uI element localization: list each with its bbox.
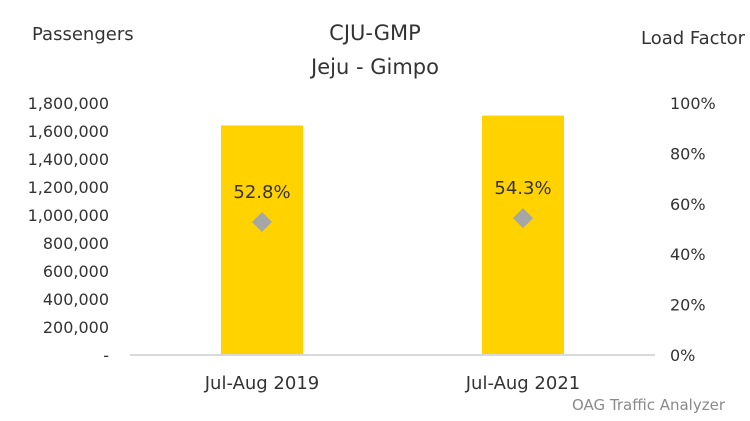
left-tick-label: 1,400,000: [28, 150, 109, 169]
right-tick-label: 80%: [670, 144, 706, 163]
left-axis-title: Passengers: [32, 24, 134, 45]
source-label: OAG Traffic Analyzer: [572, 396, 726, 414]
left-tick-label: 1,800,000: [28, 94, 109, 113]
bars: [221, 115, 564, 356]
right-tick-label: 0%: [670, 346, 695, 365]
right-axis-title: Load Factor: [641, 28, 746, 49]
right-tick-label: 100%: [670, 94, 716, 113]
data-label: 52.8%: [233, 182, 290, 203]
right-tick-label: 60%: [670, 195, 706, 214]
chart-subtitle: Jeju - Gimpo: [309, 55, 439, 79]
load-factor-marker: [513, 208, 533, 229]
data-labels: 52.8% 54.3%: [233, 178, 551, 203]
left-tick-label: 1,600,000: [28, 122, 109, 141]
category-label: Jul-Aug 2021: [465, 373, 581, 394]
category-label: Jul-Aug 2019: [204, 373, 320, 394]
right-tick-labels: 0% 20% 40% 60% 80% 100%: [670, 94, 716, 365]
right-tick-label: 20%: [670, 296, 706, 315]
left-tick-label: 400,000: [43, 290, 109, 309]
chart-title: CJU-GMP: [329, 21, 421, 45]
load-factor-markers: [252, 208, 533, 232]
left-tick-label: -: [103, 346, 109, 365]
left-tick-label: 600,000: [43, 262, 109, 281]
left-tick-label: 1,000,000: [28, 206, 109, 225]
left-tick-label: 200,000: [43, 318, 109, 337]
left-tick-label: 1,200,000: [28, 178, 109, 197]
bar: [482, 115, 564, 355]
bar: [221, 125, 303, 356]
left-tick-label: 800,000: [43, 234, 109, 253]
load-factor-marker: [252, 211, 272, 232]
category-labels: Jul-Aug 2019 Jul-Aug 2021: [204, 373, 581, 394]
right-tick-label: 40%: [670, 245, 706, 264]
data-label: 54.3%: [494, 178, 551, 199]
left-tick-labels: - 200,000 400,000 600,000 800,000 1,000,000 1,…: [28, 94, 109, 365]
